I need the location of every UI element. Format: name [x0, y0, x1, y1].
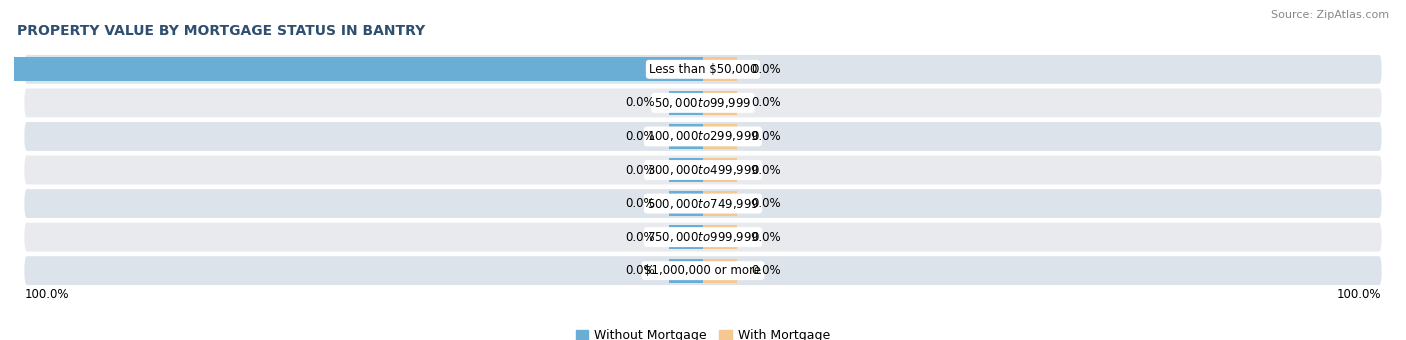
Text: 0.0%: 0.0% [626, 231, 655, 244]
Legend: Without Mortgage, With Mortgage: Without Mortgage, With Mortgage [575, 329, 831, 340]
Text: 100.0%: 100.0% [1337, 288, 1382, 301]
Text: 0.0%: 0.0% [751, 164, 780, 176]
Text: 0.0%: 0.0% [751, 63, 780, 76]
Bar [669, 124, 703, 149]
Bar [669, 91, 703, 115]
Text: Source: ZipAtlas.com: Source: ZipAtlas.com [1271, 10, 1389, 20]
Text: 0.0%: 0.0% [751, 197, 780, 210]
Text: PROPERTY VALUE BY MORTGAGE STATUS IN BANTRY: PROPERTY VALUE BY MORTGAGE STATUS IN BAN… [17, 24, 425, 38]
Bar [703, 225, 738, 249]
Text: 0.0%: 0.0% [626, 96, 655, 109]
Text: $300,000 to $499,999: $300,000 to $499,999 [647, 163, 759, 177]
Text: 0.0%: 0.0% [751, 96, 780, 109]
Text: 100.0%: 100.0% [24, 288, 69, 301]
Text: 0.0%: 0.0% [751, 264, 780, 277]
Bar [669, 259, 703, 283]
Bar [703, 259, 738, 283]
Bar [14, 57, 703, 81]
FancyBboxPatch shape [24, 55, 1382, 84]
FancyBboxPatch shape [24, 122, 1382, 151]
Text: 0.0%: 0.0% [626, 164, 655, 176]
FancyBboxPatch shape [24, 156, 1382, 184]
Bar [669, 158, 703, 182]
Text: $1,000,000 or more: $1,000,000 or more [644, 264, 762, 277]
Text: 0.0%: 0.0% [751, 231, 780, 244]
FancyBboxPatch shape [24, 189, 1382, 218]
Text: 0.0%: 0.0% [626, 264, 655, 277]
FancyBboxPatch shape [24, 88, 1382, 117]
Bar [703, 57, 738, 81]
FancyBboxPatch shape [24, 223, 1382, 252]
Text: 0.0%: 0.0% [751, 130, 780, 143]
FancyBboxPatch shape [24, 256, 1382, 285]
Text: $100,000 to $299,999: $100,000 to $299,999 [647, 130, 759, 143]
Text: 0.0%: 0.0% [626, 130, 655, 143]
Text: $750,000 to $999,999: $750,000 to $999,999 [647, 230, 759, 244]
Bar [669, 225, 703, 249]
Bar [703, 124, 738, 149]
Bar [703, 91, 738, 115]
Bar [703, 158, 738, 182]
Text: $50,000 to $99,999: $50,000 to $99,999 [654, 96, 752, 110]
Text: 0.0%: 0.0% [626, 197, 655, 210]
Bar [703, 191, 738, 216]
Text: Less than $50,000: Less than $50,000 [648, 63, 758, 76]
Text: $500,000 to $749,999: $500,000 to $749,999 [647, 197, 759, 210]
Bar [669, 191, 703, 216]
